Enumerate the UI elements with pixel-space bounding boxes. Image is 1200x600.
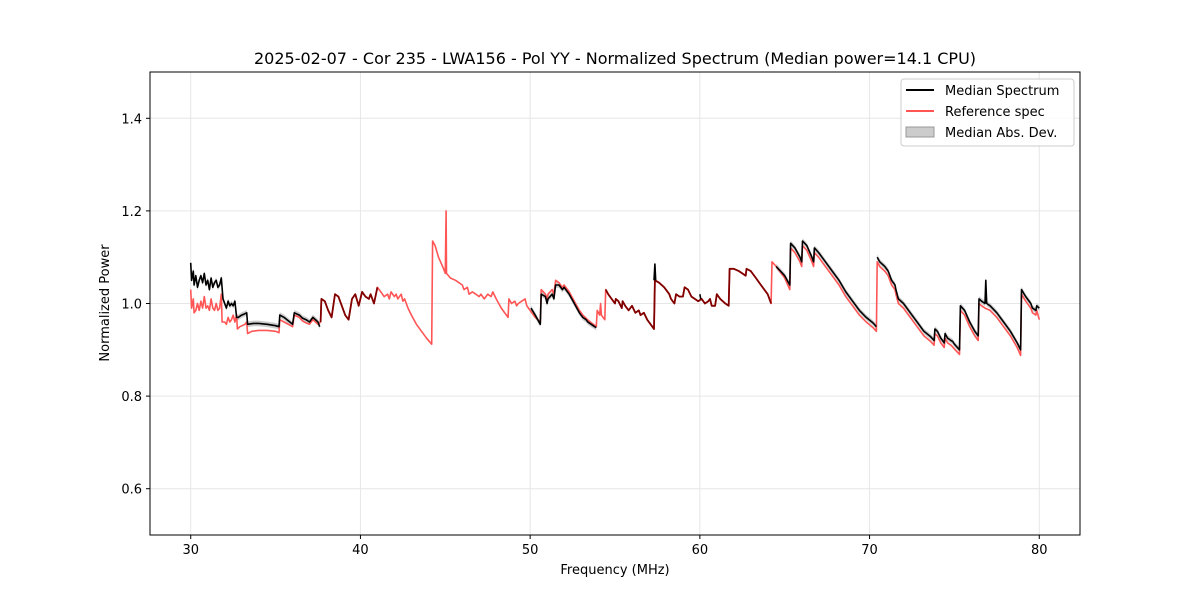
x-tick-label: 40 bbox=[352, 543, 369, 558]
y-axis-label: Normalized Power bbox=[98, 244, 113, 362]
legend-label-mad: Median Abs. Dev. bbox=[945, 126, 1057, 141]
x-tick-label: 70 bbox=[861, 543, 878, 558]
y-tick-label: 0.8 bbox=[121, 390, 142, 405]
x-tick-label: 30 bbox=[182, 543, 199, 558]
median-spectrum-line bbox=[530, 284, 597, 329]
x-axis-label: Frequency (MHz) bbox=[560, 563, 669, 578]
median-spectrum-overlap bbox=[604, 267, 772, 330]
x-tick-label: 50 bbox=[522, 543, 539, 558]
median-spectrum-line bbox=[653, 263, 657, 281]
median-spectrum-line bbox=[775, 240, 877, 328]
median-spectrum-line bbox=[189, 262, 321, 328]
legend-label-reference: Reference spec bbox=[945, 105, 1045, 120]
y-tick-label: 1.2 bbox=[121, 205, 142, 220]
mad-band bbox=[531, 282, 597, 331]
median-spectrum-overlap bbox=[319, 287, 379, 323]
legend-label-median: Median Spectrum bbox=[945, 84, 1059, 99]
x-tick-label: 80 bbox=[1031, 543, 1048, 558]
axis-ticks: 30 40 50 60 70 80 0.6 0.8 1.0 1.2 1.4 bbox=[121, 112, 1047, 558]
reference-spec-line bbox=[189, 210, 1041, 357]
chart-title: 2025-02-07 - Cor 235 - LWA156 - Pol YY -… bbox=[254, 49, 976, 68]
y-tick-label: 0.6 bbox=[121, 483, 142, 498]
x-tick-label: 60 bbox=[692, 543, 709, 558]
legend-box bbox=[900, 78, 1075, 147]
legend: Median Spectrum Reference spec Median Ab… bbox=[900, 78, 1075, 147]
y-tick-label: 1.0 bbox=[121, 298, 142, 313]
y-tick-label: 1.4 bbox=[121, 112, 142, 127]
median-spectrum-line bbox=[699, 294, 702, 300]
median-spectrum-line bbox=[876, 256, 1040, 351]
series-layer bbox=[189, 210, 1041, 357]
legend-swatch-mad bbox=[905, 126, 935, 138]
